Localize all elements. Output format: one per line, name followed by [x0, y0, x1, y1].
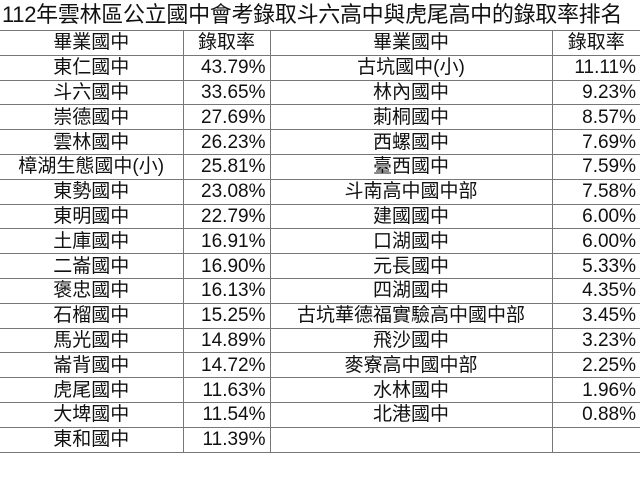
rate-left-cell: 16.91% [182, 228, 271, 255]
school-left-cell: 斗六國中 [0, 79, 184, 106]
rate-right-cell: 7.59% [551, 153, 640, 180]
table-row: 崙背國中 14.72% 麥寮高中國中部 2.25% [0, 352, 640, 379]
rate-left-cell: 26.23% [182, 129, 271, 155]
table-row: 樟湖生態國中(小) 25.81% 臺西國中 7.59% [0, 153, 640, 180]
school-left-cell: 東仁國中 [0, 54, 184, 81]
school-right-cell: 北港國中 [269, 401, 553, 428]
table-row: 二崙國中 16.90% 元長國中 5.33% [0, 253, 640, 279]
table-row: 虎尾國中 11.63% 水林國中 1.96% [0, 377, 640, 403]
rate-right-cell: 3.23% [551, 327, 640, 354]
rate-left-cell: 15.25% [182, 302, 271, 329]
rate-left-cell: 25.81% [182, 153, 271, 180]
header-rate-left: 錄取率 [182, 30, 271, 56]
rate-left-cell: 16.13% [182, 277, 271, 304]
rate-left-cell: 14.72% [182, 352, 271, 379]
school-left-cell: 東勢國中 [0, 178, 184, 205]
school-left-cell: 樟湖生態國中(小) [0, 153, 184, 180]
school-left-cell: 虎尾國中 [0, 377, 184, 403]
school-left-cell: 馬光國中 [0, 327, 184, 354]
rate-right-cell [551, 426, 640, 453]
rate-left-cell: 11.63% [182, 377, 271, 403]
rate-left-cell: 43.79% [182, 54, 271, 81]
table-row: 東仁國中 43.79% 古坑國中(小) 11.11% [0, 54, 640, 81]
header-row: 畢業國中 錄取率 畢業國中 錄取率 [0, 30, 640, 56]
rate-right-cell: 3.45% [551, 302, 640, 329]
table-row: 東和國中 11.39% [0, 426, 640, 453]
school-right-cell: 莿桐國中 [269, 104, 553, 131]
rate-right-cell: 7.58% [551, 178, 640, 205]
rate-right-cell: 2.25% [551, 352, 640, 379]
school-right-cell: 飛沙國中 [269, 327, 553, 354]
table-row: 雲林國中 26.23% 西螺國中 7.69% [0, 129, 640, 155]
school-right-cell: 臺西國中 [269, 153, 553, 180]
school-right-cell: 林內國中 [269, 79, 553, 106]
table-row: 馬光國中 14.89% 飛沙國中 3.23% [0, 327, 640, 354]
school-right-cell: 口湖國中 [269, 228, 553, 255]
school-right-cell: 四湖國中 [269, 277, 553, 304]
rate-left-cell: 33.65% [182, 79, 271, 106]
school-right-cell: 斗南高中國中部 [269, 178, 553, 205]
school-left-cell: 二崙國中 [0, 253, 184, 279]
table-row: 褒忠國中 16.13% 四湖國中 4.35% [0, 277, 640, 304]
rate-right-cell: 4.35% [551, 277, 640, 304]
rate-right-cell: 0.88% [551, 401, 640, 428]
table-row: 大埤國中 11.54% 北港國中 0.88% [0, 401, 640, 428]
rate-right-cell: 1.96% [551, 377, 640, 403]
rate-right-cell: 5.33% [551, 253, 640, 279]
rate-left-cell: 14.89% [182, 327, 271, 354]
table-row: 崇德國中 27.69% 莿桐國中 8.57% [0, 104, 640, 131]
school-right-cell: 古坑國中(小) [269, 54, 553, 81]
school-left-cell: 雲林國中 [0, 129, 184, 155]
school-right-cell: 元長國中 [269, 253, 553, 279]
header-rate-right: 錄取率 [551, 30, 640, 56]
rate-right-cell: 9.23% [551, 79, 640, 106]
school-left-cell: 褒忠國中 [0, 277, 184, 304]
school-left-cell: 土庫國中 [0, 228, 184, 255]
rate-left-cell: 11.39% [182, 426, 271, 453]
school-left-cell: 大埤國中 [0, 401, 184, 428]
rate-right-cell: 8.57% [551, 104, 640, 131]
school-right-cell [269, 426, 553, 453]
rate-left-cell: 16.90% [182, 253, 271, 279]
rate-left-cell: 11.54% [182, 401, 271, 428]
rate-left-cell: 27.69% [182, 104, 271, 131]
school-left-cell: 石榴國中 [0, 302, 184, 329]
school-right-cell: 麥寮高中國中部 [269, 352, 553, 379]
rate-left-cell: 23.08% [182, 178, 271, 205]
school-right-cell: 古坑華德福實驗高中國中部 [269, 302, 553, 329]
ranking-table: 畢業國中 錄取率 畢業國中 錄取率 東仁國中 43.79% 古坑國中(小) 11.11… [0, 30, 640, 453]
school-left-cell: 崇德國中 [0, 104, 184, 131]
school-left-cell: 東和國中 [0, 426, 184, 453]
header-school-right: 畢業國中 [269, 30, 553, 56]
rate-left-cell: 22.79% [182, 203, 271, 230]
school-right-cell: 西螺國中 [269, 129, 553, 155]
rate-right-cell: 6.00% [551, 228, 640, 255]
school-right-cell: 水林國中 [269, 377, 553, 403]
page-title: 112年雲林區公立國中會考錄取斗六高中與虎尾高中的錄取率排名 [2, 2, 623, 27]
school-left-cell: 東明國中 [0, 203, 184, 230]
school-right-cell: 建國國中 [269, 203, 553, 230]
rate-right-cell: 6.00% [551, 203, 640, 230]
table-row: 斗六國中 33.65% 林內國中 9.23% [0, 79, 640, 106]
table-row: 東明國中 22.79% 建國國中 6.00% [0, 203, 640, 230]
rate-right-cell: 11.11% [551, 54, 640, 81]
table-row: 石榴國中 15.25% 古坑華德福實驗高中國中部 3.45% [0, 302, 640, 329]
header-school-left: 畢業國中 [0, 30, 184, 56]
school-left-cell: 崙背國中 [0, 352, 184, 379]
table-row: 土庫國中 16.91% 口湖國中 6.00% [0, 228, 640, 255]
rate-right-cell: 7.69% [551, 129, 640, 155]
table-row: 東勢國中 23.08% 斗南高中國中部 7.58% [0, 178, 640, 205]
